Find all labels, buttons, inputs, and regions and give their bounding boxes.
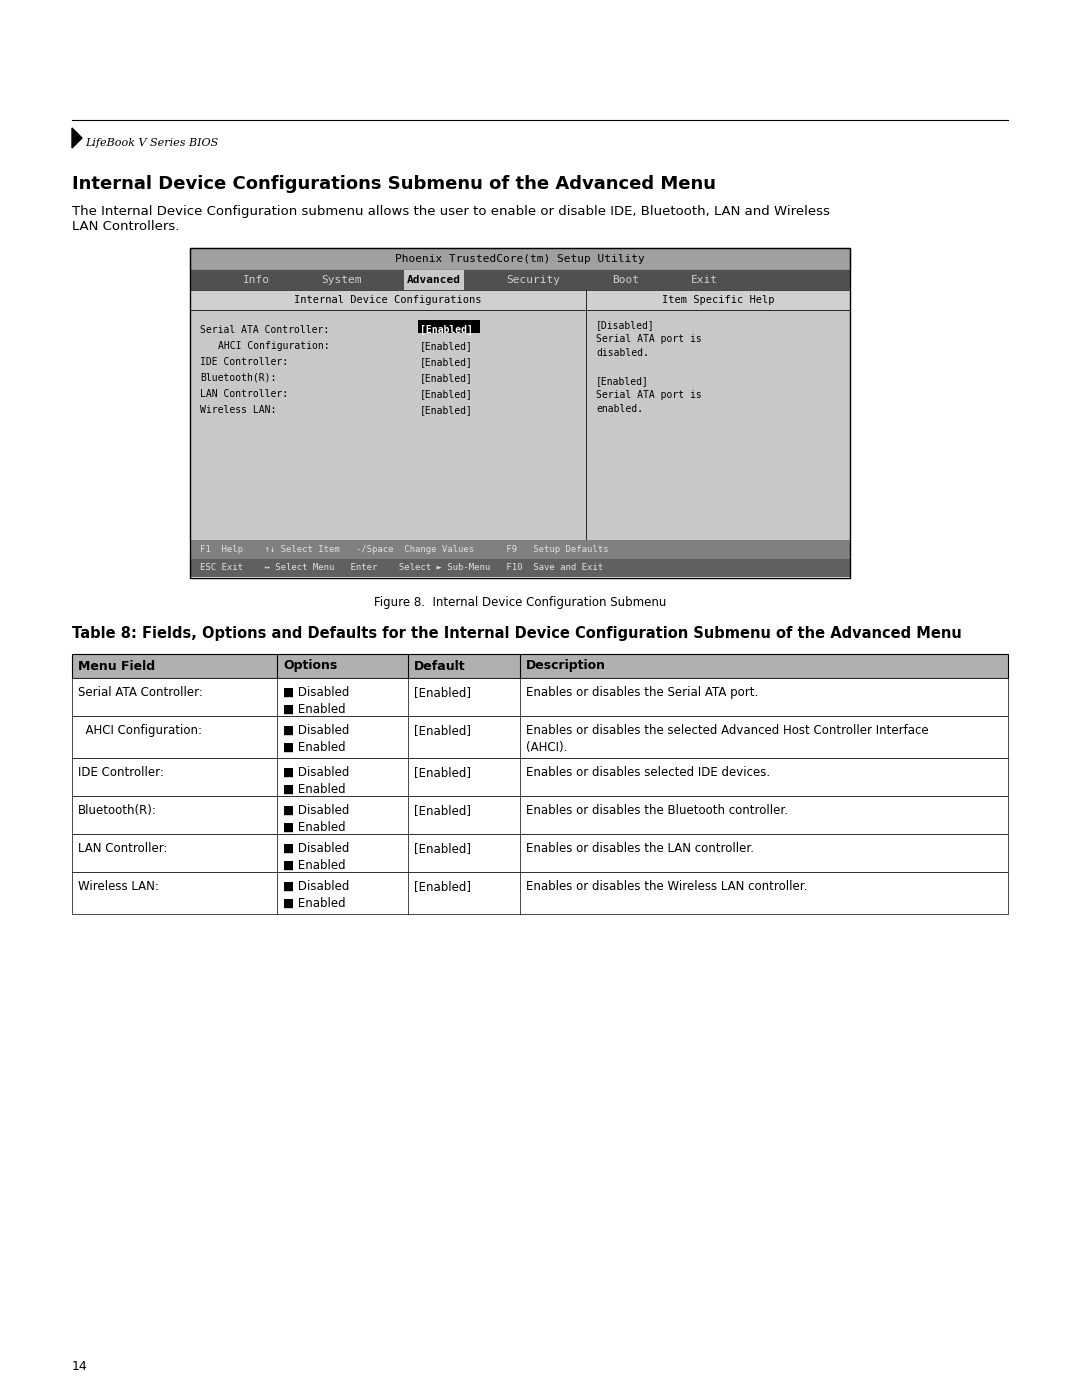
Text: Description: Description — [526, 659, 606, 672]
Bar — [72, 796, 1008, 834]
Text: Wireless LAN:: Wireless LAN: — [78, 880, 159, 893]
Text: Bluetooth(R):: Bluetooth(R): — [78, 805, 157, 817]
Text: [Enabled]: [Enabled] — [420, 341, 473, 351]
Text: ■ Disabled
■ Enabled: ■ Disabled ■ Enabled — [283, 880, 349, 909]
Text: [Enabled]: [Enabled] — [414, 805, 471, 817]
Text: Options: Options — [283, 659, 337, 672]
Text: Enables or disables the Bluetooth controller.: Enables or disables the Bluetooth contro… — [526, 805, 788, 817]
Bar — [72, 654, 1008, 678]
Text: Default: Default — [414, 659, 465, 672]
Text: ESC Exit    ↔ Select Menu   Enter    Select ► Sub-Menu   F10  Save and Exit: ESC Exit ↔ Select Menu Enter Select ► Su… — [200, 563, 603, 573]
Text: Advanced: Advanced — [407, 275, 461, 285]
Text: [Enabled]: [Enabled] — [420, 388, 473, 400]
Text: F1  Help    ↑↓ Select Item   -/Space  Change Values      F9   Setup Defaults: F1 Help ↑↓ Select Item -/Space Change Va… — [200, 545, 608, 555]
Text: Info: Info — [243, 275, 270, 285]
Text: Serial ATA Controller:: Serial ATA Controller: — [78, 686, 203, 698]
Text: LAN Controller:: LAN Controller: — [78, 842, 167, 855]
Bar — [190, 310, 586, 541]
Bar — [190, 249, 850, 578]
Bar — [586, 291, 850, 310]
Text: Phoenix TrustedCore(tm) Setup Utility: Phoenix TrustedCore(tm) Setup Utility — [395, 254, 645, 264]
Text: AHCI Configuration:: AHCI Configuration: — [78, 724, 202, 738]
Text: Wireless LAN:: Wireless LAN: — [200, 405, 276, 415]
Text: [Enabled]: [Enabled] — [414, 880, 471, 893]
Bar — [190, 270, 850, 291]
Bar — [72, 834, 1008, 872]
Text: Enables or disables the selected Advanced Host Controller Interface
(AHCI).: Enables or disables the selected Advance… — [526, 724, 929, 754]
Text: [Enabled]: [Enabled] — [420, 326, 473, 335]
Text: Exit: Exit — [691, 275, 718, 285]
Text: [Enabled]: [Enabled] — [420, 405, 473, 415]
Text: [Enabled]: [Enabled] — [414, 686, 471, 698]
Text: Enables or disables selected IDE devices.: Enables or disables selected IDE devices… — [526, 766, 770, 780]
Text: 14: 14 — [72, 1361, 87, 1373]
Bar — [72, 678, 1008, 717]
Text: Enables or disables the Wireless LAN controller.: Enables or disables the Wireless LAN con… — [526, 880, 808, 893]
Text: LifeBook V Series BIOS: LifeBook V Series BIOS — [85, 138, 218, 148]
Text: ■ Disabled
■ Enabled: ■ Disabled ■ Enabled — [283, 805, 349, 834]
Text: Enables or disables the Serial ATA port.: Enables or disables the Serial ATA port. — [526, 686, 758, 698]
Text: [Enabled]: [Enabled] — [414, 724, 471, 738]
Text: AHCI Configuration:: AHCI Configuration: — [218, 341, 329, 351]
Text: Serial ATA Controller:: Serial ATA Controller: — [200, 326, 329, 335]
Text: Security: Security — [507, 275, 561, 285]
Text: ■ Disabled
■ Enabled: ■ Disabled ■ Enabled — [283, 842, 349, 872]
Text: Boot: Boot — [612, 275, 639, 285]
Text: Enables or disables the LAN controller.: Enables or disables the LAN controller. — [526, 842, 754, 855]
Text: Item Specific Help: Item Specific Help — [662, 295, 774, 305]
Text: [Enabled]: [Enabled] — [414, 766, 471, 780]
Text: Internal Device Configurations Submenu of the Advanced Menu: Internal Device Configurations Submenu o… — [72, 175, 716, 193]
Text: ■ Disabled
■ Enabled: ■ Disabled ■ Enabled — [283, 766, 349, 796]
Bar — [190, 559, 850, 577]
Bar — [190, 291, 586, 310]
Polygon shape — [72, 129, 82, 148]
Bar — [404, 270, 464, 291]
Text: System: System — [322, 275, 362, 285]
Text: Menu Field: Menu Field — [78, 659, 156, 672]
Bar — [72, 872, 1008, 914]
Text: Bluetooth(R):: Bluetooth(R): — [200, 373, 276, 383]
Bar — [190, 541, 850, 559]
Bar — [586, 310, 850, 541]
Text: LAN Controller:: LAN Controller: — [200, 388, 288, 400]
Bar — [418, 320, 481, 332]
Text: ■ Disabled
■ Enabled: ■ Disabled ■ Enabled — [283, 724, 349, 754]
Text: The Internal Device Configuration submenu allows the user to enable or disable I: The Internal Device Configuration submen… — [72, 205, 829, 233]
Text: ■ Disabled
■ Enabled: ■ Disabled ■ Enabled — [283, 686, 349, 717]
Bar — [72, 759, 1008, 796]
Text: IDE Controller:: IDE Controller: — [78, 766, 164, 780]
Text: [Enabled]: [Enabled] — [414, 842, 471, 855]
Text: [Enabled]: [Enabled] — [420, 373, 473, 383]
Bar — [72, 717, 1008, 759]
Bar — [190, 249, 850, 270]
Text: Figure 8.  Internal Device Configuration Submenu: Figure 8. Internal Device Configuration … — [374, 597, 666, 609]
Text: Table 8: Fields, Options and Defaults for the Internal Device Configuration Subm: Table 8: Fields, Options and Defaults fo… — [72, 626, 962, 641]
Text: [Disabled]
Serial ATA port is
disabled.

[Enabled]
Serial ATA port is
enabled.: [Disabled] Serial ATA port is disabled. … — [596, 320, 702, 414]
Text: IDE Controller:: IDE Controller: — [200, 358, 288, 367]
Text: Internal Device Configurations: Internal Device Configurations — [294, 295, 482, 305]
Text: [Enabled]: [Enabled] — [420, 358, 473, 367]
